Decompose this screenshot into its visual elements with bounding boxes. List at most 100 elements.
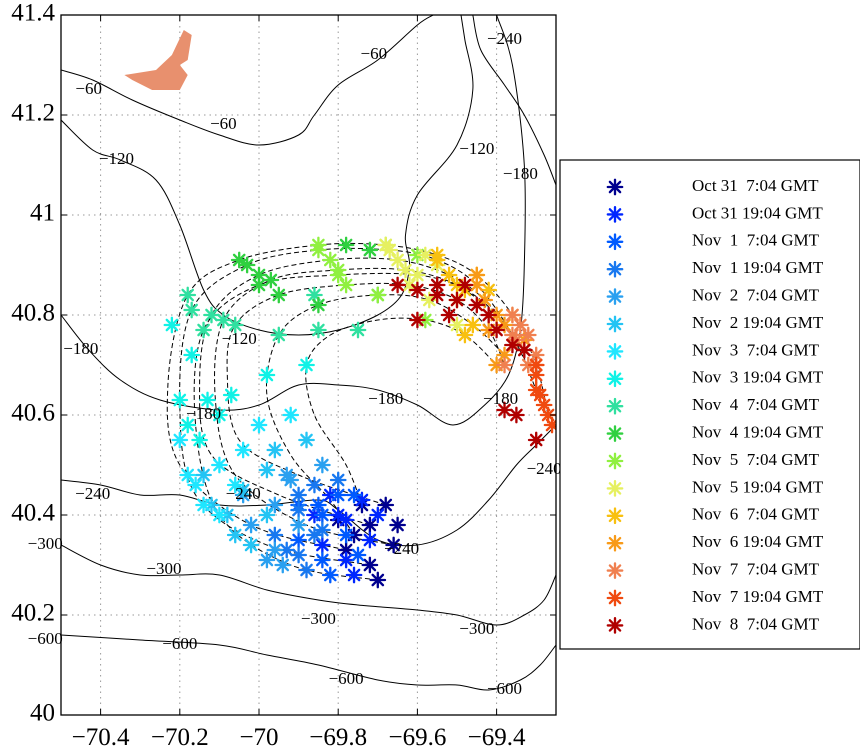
legend-entry-15: Nov 7 19:04 GMT xyxy=(606,587,824,607)
axis-ticks xyxy=(61,14,556,716)
legend-entry-10: Nov 5 7:04 GMT xyxy=(606,450,820,470)
marker-7-5 xyxy=(191,431,208,449)
marker-7-9 xyxy=(183,346,201,364)
marker-4-6 xyxy=(278,466,296,484)
marker-6-1 xyxy=(211,456,228,474)
marker-3-6 xyxy=(290,486,307,504)
contour-labels: −60 −60 −60 −120 −120 −120 −180 −180 −180 −180 −18… xyxy=(28,29,562,698)
ytick-label-4: 40.8 xyxy=(11,300,55,327)
marker-4-9 xyxy=(258,551,276,569)
marker-1-2 xyxy=(313,536,331,554)
legend-label-4: Nov 2 7:04 GMT xyxy=(692,286,820,305)
x-tick-labels: −70.4 −70.2 −70 −69.8 −69.6 −69.4 xyxy=(72,724,526,748)
contour-label-4: −120 xyxy=(459,139,494,158)
contour-label-5: −120 xyxy=(222,329,257,348)
contour-label-19: −300 xyxy=(459,619,494,638)
marker-9-6 xyxy=(310,296,327,314)
marker-0-0 xyxy=(377,496,395,514)
legend-marker-3 xyxy=(606,260,624,278)
ytick-label-5: 41 xyxy=(30,200,55,227)
legend-marker-14 xyxy=(606,562,624,579)
legend-entry-4: Nov 2 7:04 GMT xyxy=(606,286,820,305)
ytick-label-6: 41.2 xyxy=(11,100,55,127)
legend-entry-3: Nov 1 19:04 GMT xyxy=(606,258,824,278)
contour-label-1: −60 xyxy=(210,114,237,133)
xtick-label-3: −69.8 xyxy=(309,724,367,748)
legend-label-7: Nov 3 19:04 GMT xyxy=(692,368,824,387)
marker-7-2 xyxy=(171,391,189,409)
marker-14-2 xyxy=(504,306,521,324)
legend-label-8: Nov 4 7:04 GMT xyxy=(692,395,820,414)
marker-16-9 xyxy=(515,341,533,359)
xtick-label-1: −70.2 xyxy=(151,724,209,748)
marker-0-1 xyxy=(361,516,379,534)
marker-7-7 xyxy=(298,356,315,374)
marker-11-1 xyxy=(389,251,406,269)
marker-2-7 xyxy=(345,486,363,504)
legend-label-1: Oct 31 19:04 GMT xyxy=(692,203,823,222)
marker-8-4 xyxy=(214,311,232,329)
marker-11-5 xyxy=(409,266,426,284)
contour-label-23: −600 xyxy=(487,679,522,698)
contour-label-8: −180 xyxy=(186,404,221,423)
land-polygon xyxy=(124,30,192,90)
marker-12-3 xyxy=(428,251,446,269)
legend-marker-6 xyxy=(606,343,624,360)
marker-2-4 xyxy=(337,526,355,544)
xtick-label-4: −69.6 xyxy=(388,724,446,748)
marker-10-0 xyxy=(337,276,355,294)
marker-1-6 xyxy=(329,506,347,524)
marker-8-6 xyxy=(270,326,288,344)
legend-label-2: Nov 1 7:04 GMT xyxy=(692,231,820,250)
marker-12-7 xyxy=(456,326,474,344)
marker-9-3 xyxy=(238,256,256,274)
marker-6-3 xyxy=(195,496,212,514)
ytick-label-7: 41.4 xyxy=(11,0,55,27)
marker-3-1 xyxy=(290,501,307,519)
marker-6-8 xyxy=(171,431,189,449)
legend-marker-11 xyxy=(606,480,624,497)
marker-1-5 xyxy=(345,566,363,584)
plot-frame xyxy=(60,14,557,716)
marker-16-14 xyxy=(480,306,498,324)
marker-5-0 xyxy=(258,461,276,479)
contour-line-4 xyxy=(61,544,556,626)
legend-marker-0 xyxy=(606,178,624,196)
contour-line-5 xyxy=(61,634,556,691)
ytick-label-2: 40.4 xyxy=(11,500,55,527)
contour-lines xyxy=(61,15,556,691)
marker-2-5 xyxy=(321,566,339,584)
contour-label-11: −240 xyxy=(487,29,522,48)
marker-2-2 xyxy=(290,531,307,549)
marker-5-6 xyxy=(266,441,284,459)
marker-0-5 xyxy=(369,571,387,589)
legend-label-6: Nov 3 7:04 GMT xyxy=(692,340,820,359)
legend-marker-12 xyxy=(606,507,624,525)
contour-label-2: −60 xyxy=(361,44,388,63)
marker-5-8 xyxy=(195,466,212,484)
marker-10-6 xyxy=(369,286,387,304)
marker-16-12 xyxy=(389,276,406,294)
marker-6-9 xyxy=(187,476,205,494)
marker-16-0 xyxy=(409,281,426,299)
marker-7-6 xyxy=(258,366,276,384)
marker-8-5 xyxy=(195,321,212,339)
contour-label-16: −300 xyxy=(28,534,63,553)
contour-line-2 xyxy=(61,15,526,426)
contour-line-6 xyxy=(472,15,556,186)
trajectory-6 xyxy=(265,294,505,536)
legend-marker-15 xyxy=(606,589,624,607)
marker-8-2 xyxy=(179,286,197,304)
marker-15-4 xyxy=(543,416,556,434)
legend-label-0: Oct 31 7:04 GMT xyxy=(692,176,819,195)
marker-12-1 xyxy=(440,266,458,284)
trajectory-5 xyxy=(193,272,505,581)
marker-16-7 xyxy=(488,321,505,339)
marker-6-6 xyxy=(250,416,268,434)
marker-5-4 xyxy=(258,506,276,524)
contour-line-1 xyxy=(61,15,474,336)
marker-8-3 xyxy=(183,301,201,319)
marker-2-3 xyxy=(313,551,331,569)
marker-9-9 xyxy=(361,241,379,259)
marker-6-5 xyxy=(211,506,228,524)
